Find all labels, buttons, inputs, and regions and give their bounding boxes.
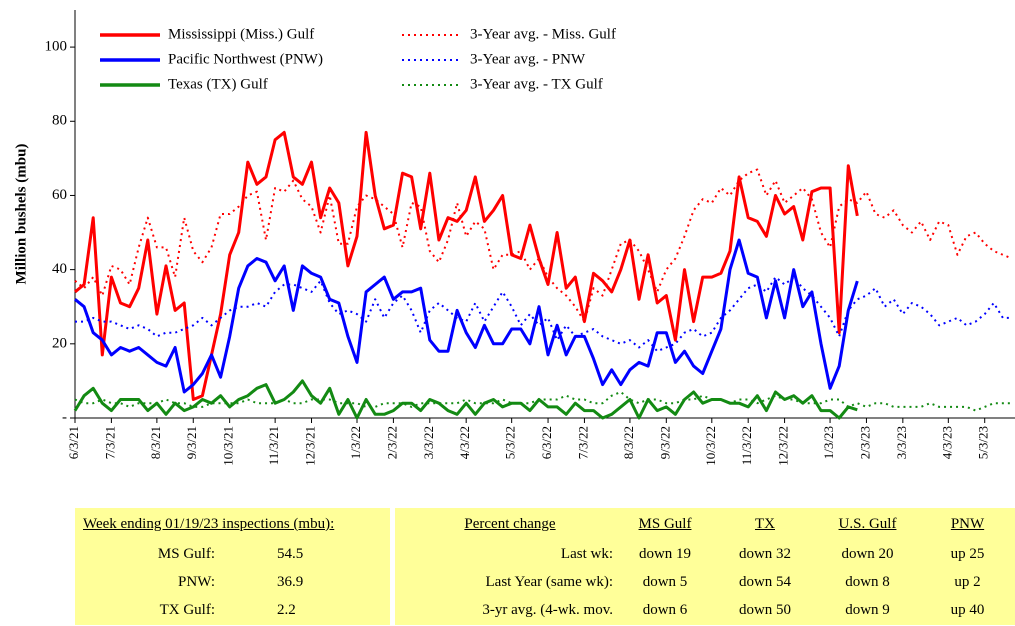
x-tick-label: 12/3/21 <box>303 426 318 466</box>
change-value: down 19 <box>638 546 692 562</box>
change-value: down 54 <box>738 574 792 590</box>
legend-label: Mississippi (Miss.) Gulf <box>168 26 314 42</box>
x-tick-label: 6/3/21 <box>66 426 81 459</box>
x-tick-label: 6/3/22 <box>539 426 554 459</box>
column-header: MS Gulf <box>638 516 692 532</box>
x-tick-label: 10/3/22 <box>703 426 718 466</box>
y-tick-label: 100 <box>45 39 68 55</box>
x-tick-label: 9/3/22 <box>657 426 672 459</box>
x-tick-label: 2/3/23 <box>857 426 872 459</box>
column-header: Percent change <box>464 516 556 532</box>
legend-label: 3-Year avg. - TX Gulf <box>470 76 603 92</box>
row-label: Last Year (same wk): <box>485 574 613 590</box>
row-label: TX Gulf: <box>159 602 215 618</box>
x-tick-label: 1/3/22 <box>348 426 363 459</box>
x-tick-label: 9/3/21 <box>184 426 199 459</box>
x-tick-label: 12/3/22 <box>776 426 791 466</box>
change-value: down 20 <box>841 546 894 562</box>
change-value: down 5 <box>642 574 688 590</box>
series-line <box>74 391 1012 412</box>
legend-label: Pacific Northwest (PNW) <box>168 51 323 67</box>
change-value: down 8 <box>845 574 890 590</box>
change-box: Percent change MS Gulf TX U.S. Gulf PNW Last … <box>395 508 1015 625</box>
change-value: up 2 <box>954 574 981 590</box>
x-tick-label: 11/3/22 <box>739 426 754 465</box>
summary-header: Week ending 01/19/23 inspections (mbu): <box>83 516 335 532</box>
series-line <box>74 130 859 401</box>
legend-label: Texas (TX) Gulf <box>168 76 268 92</box>
x-tick-label: 11/3/21 <box>266 426 281 465</box>
column-header: U.S. Gulf <box>838 516 897 532</box>
legend-label: 3-Year avg. - PNW <box>470 51 586 67</box>
x-tick-label: 7/3/21 <box>102 426 117 459</box>
x-tick-label: 8/3/22 <box>621 426 636 459</box>
column-header: TX <box>755 516 775 532</box>
change-value: up 25 <box>950 546 985 562</box>
y-tick-label: 20 <box>52 335 67 351</box>
change-value: down 6 <box>642 602 688 618</box>
x-tick-label: 8/3/21 <box>148 426 163 459</box>
x-tick-label: 4/3/23 <box>939 426 954 459</box>
x-tick-label: 3/3/23 <box>894 426 909 459</box>
summary-box: Week ending 01/19/23 inspections (mbu): … <box>75 508 390 625</box>
column-header: PNW <box>950 516 985 532</box>
x-tick-label: 3/3/22 <box>421 426 436 459</box>
legend-label: 3-Year avg. - Miss. Gulf <box>470 26 616 42</box>
series-line <box>74 238 859 394</box>
x-tick-label: 4/3/22 <box>457 426 472 459</box>
y-tick-label: - <box>62 409 67 425</box>
x-tick-label: 5/3/23 <box>976 426 991 459</box>
x-tick-label: 2/3/22 <box>384 426 399 459</box>
row-label: MS Gulf: <box>157 546 215 562</box>
x-tick-label: 5/3/22 <box>503 426 518 459</box>
row-value: 54.5 <box>277 546 304 562</box>
change-value: down 50 <box>738 602 792 618</box>
y-tick-label: 60 <box>52 187 67 203</box>
series-line <box>74 168 1013 323</box>
series-line <box>73 379 858 420</box>
row-value: 2.2 <box>277 602 296 618</box>
change-value: down 9 <box>845 602 890 618</box>
row-value: 36.9 <box>277 574 304 590</box>
y-axis-label: Million bushels (mbu) <box>13 144 29 285</box>
chart: Million bushels (mbu) - 20 40 60 80 100 6/3/21… <box>13 10 1015 466</box>
x-tick-label: 7/3/22 <box>575 426 590 459</box>
y-tick-label: 80 <box>52 113 67 129</box>
change-value: up 40 <box>950 602 985 618</box>
x-tick-label: 10/3/21 <box>221 426 236 466</box>
y-tick-label: 40 <box>52 261 67 277</box>
row-label: 3-yr avg. (4-wk. mov. <box>482 602 613 618</box>
row-label: Last wk: <box>560 546 613 562</box>
x-tick-label: 1/3/23 <box>821 426 836 459</box>
change-value: down 32 <box>738 546 792 562</box>
row-label: PNW: <box>178 574 215 590</box>
